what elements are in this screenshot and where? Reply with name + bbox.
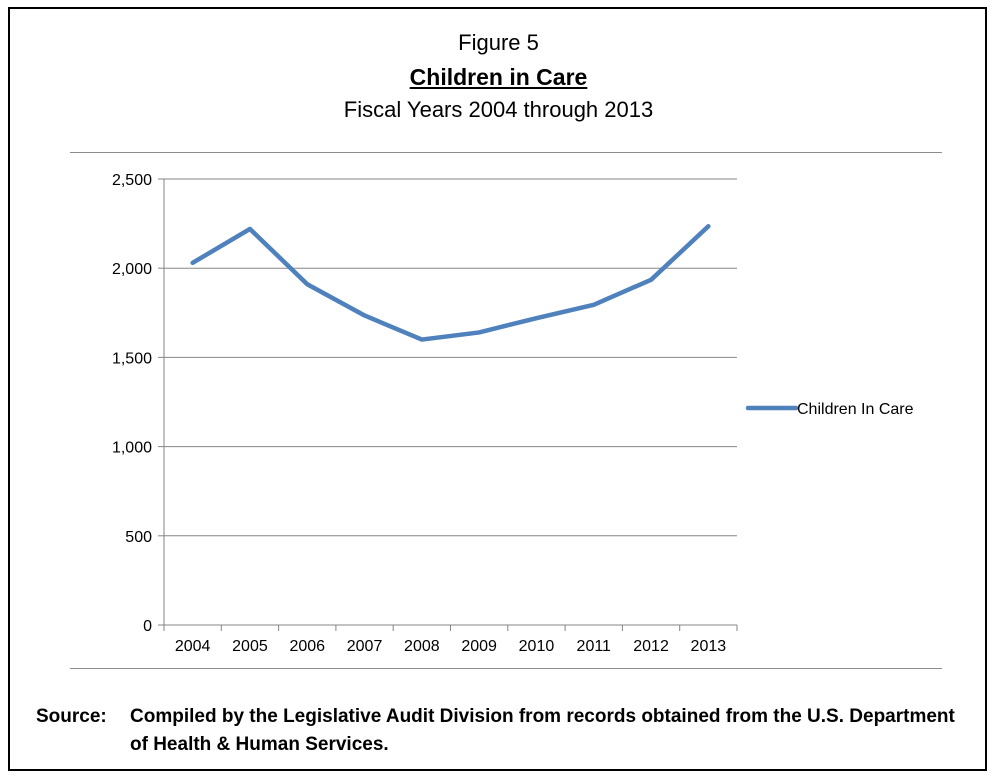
y-tick-label: 500	[125, 529, 152, 546]
x-tick-label: 2011	[577, 638, 612, 655]
gridlines	[164, 178, 737, 537]
axes: 0 500 1,000 1,500 2,000 2,500 2004 2005 2006 2007…	[112, 172, 738, 655]
legend-label: Children In Care	[797, 401, 914, 418]
x-tick-label: 2010	[519, 638, 555, 655]
y-tick-label: 2,500	[112, 172, 152, 189]
x-tick-label: 2009	[461, 638, 497, 655]
figure-label: Figure 5	[458, 30, 539, 55]
y-tick-label: 1,000	[112, 440, 152, 457]
y-tick-label: 1,500	[112, 350, 152, 367]
x-tick-label: 2008	[404, 638, 440, 655]
x-tick-label: 2004	[175, 638, 211, 655]
figure-title-text: Children in Care	[409, 64, 588, 90]
x-tick-label: 2007	[347, 638, 383, 655]
y-tick-label: 0	[143, 618, 152, 635]
figure-subtitle: Fiscal Years 2004 through 2013	[343, 97, 654, 122]
chart-top-rule	[70, 152, 942, 153]
x-tick-label: 2012	[633, 638, 669, 655]
source-text: Compiled by the Legislative Audit Divisi…	[130, 706, 955, 755]
legend: Children In Care	[745, 401, 914, 418]
chart-bottom-rule	[70, 668, 942, 669]
x-tick-label: 2005	[232, 638, 268, 655]
source-label: Source:	[36, 706, 107, 727]
figure-frame	[8, 7, 987, 771]
x-tick-label: 2006	[289, 638, 325, 655]
x-tick-label: 2013	[691, 638, 727, 655]
series-line-0	[190, 224, 711, 342]
figure-title: Children in Care	[0, 64, 997, 91]
series-lines	[190, 224, 711, 342]
y-tick-label: 2,000	[112, 261, 152, 278]
